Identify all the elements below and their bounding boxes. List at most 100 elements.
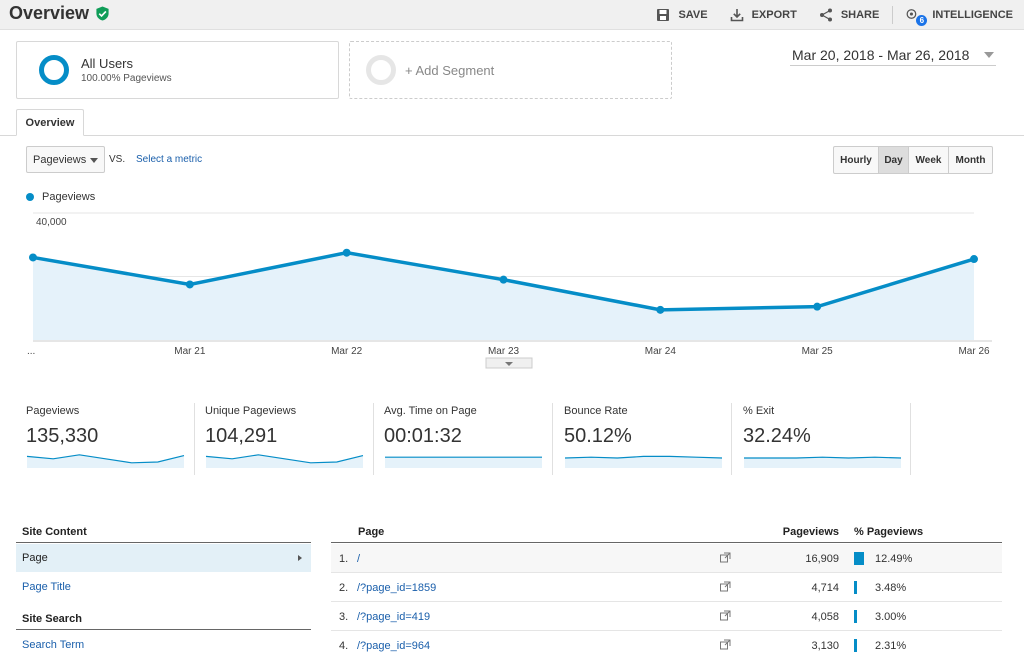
chevron-down-icon: [90, 158, 98, 163]
metric-value: 104,291: [205, 425, 278, 447]
column-header-pct-pageviews[interactable]: % Pageviews: [854, 526, 924, 538]
metric-divider: [194, 403, 195, 475]
sparkline-area: [565, 456, 722, 468]
open-page-icon[interactable]: [720, 581, 731, 595]
data-point[interactable]: [656, 305, 665, 314]
y-tick-label: 40,000: [36, 217, 67, 228]
segment-subtitle: 100.00% Pageviews: [81, 73, 172, 84]
page-title-text: Overview: [9, 3, 90, 23]
site-content-item-label: Page Title: [22, 581, 71, 593]
metric-label: Pageviews: [26, 405, 80, 417]
metric-summary: % Exit 32.24%: [743, 403, 903, 475]
data-point[interactable]: [29, 253, 37, 262]
vs-label: VS.: [109, 154, 126, 165]
site-search-item-search-term[interactable]: Search Term: [16, 631, 311, 654]
metric-sparkline: [26, 454, 185, 468]
data-point[interactable]: [970, 255, 978, 264]
metric-divider: [731, 403, 732, 475]
column-header-pageviews[interactable]: Pageviews: [782, 526, 839, 538]
export-button[interactable]: EXPORT: [719, 0, 808, 30]
metric-divider: [373, 403, 374, 475]
sparkline-line: [744, 456, 902, 459]
granularity-hourly-button[interactable]: Hourly: [834, 147, 879, 173]
row-page-link[interactable]: /?page_id=419: [357, 611, 431, 623]
empty-segment-ring-icon: [366, 55, 396, 85]
metric-label: % Exit: [743, 405, 775, 417]
segment-name: All Users: [81, 56, 134, 71]
export-icon: [730, 9, 743, 22]
granularity-day-button[interactable]: Day: [879, 147, 909, 173]
metric-sparkline: [744, 456, 902, 468]
top-bar: Overview SAVE EXPORT SHARE 6 INTELLIGENC…: [0, 0, 1024, 30]
tab-overview[interactable]: Overview: [16, 109, 84, 136]
open-page-icon[interactable]: [720, 639, 731, 653]
date-range-picker[interactable]: Mar 20, 2018 - Mar 26, 2018: [790, 44, 996, 66]
metric-dropdown[interactable]: Pageviews: [26, 146, 105, 173]
row-pageviews: 4,058: [811, 611, 839, 623]
share-button[interactable]: SHARE: [808, 0, 891, 30]
legend-dot: [26, 193, 34, 201]
save-button[interactable]: SAVE: [645, 0, 718, 30]
metric-divider: [552, 403, 553, 475]
segment-all-users[interactable]: All Users 100.00% Pageviews: [16, 41, 339, 99]
table-row: 1. / 16,909 12.49%: [331, 544, 1002, 573]
row-share-bar: [854, 581, 857, 594]
metric-summary: Avg. Time on Page 00:01:32: [384, 403, 544, 475]
chevron-right-icon: [298, 555, 302, 561]
data-point[interactable]: [185, 280, 194, 289]
open-page-icon[interactable]: [720, 552, 731, 566]
metric-divider: [910, 403, 911, 475]
row-page-link[interactable]: /: [357, 553, 361, 565]
sparkline-area: [27, 454, 184, 468]
metric-summary: Pageviews 135,330: [26, 403, 186, 475]
x-tick-label: Mar 26: [958, 346, 990, 357]
date-range-text: Mar 20, 2018 - Mar 26, 2018: [792, 46, 970, 63]
metric-value: 135,330: [26, 425, 99, 447]
intelligence-button[interactable]: 6 INTELLIGENCE: [895, 0, 1024, 30]
row-page-link[interactable]: /?page_id=1859: [357, 582, 437, 594]
row-pageviews: 3,130: [811, 640, 839, 652]
row-index: 4.: [339, 640, 349, 652]
add-segment-label: + Add Segment: [405, 62, 495, 78]
sparkline-line: [26, 454, 185, 464]
row-page-link[interactable]: /?page_id=964: [357, 640, 431, 652]
metric-summary: Bounce Rate 50.12%: [564, 403, 724, 475]
tab-overview-label: Overview: [25, 116, 75, 129]
metric-sparkline: [564, 455, 723, 468]
granularity-week-button[interactable]: Week: [909, 147, 949, 173]
metric-label: Unique Pageviews: [205, 405, 297, 417]
table-row: 4. /?page_id=964 3,130 2.31%: [331, 631, 1002, 654]
series-area: [33, 252, 974, 340]
save-icon: [657, 9, 670, 21]
granularity-month-button[interactable]: Month: [949, 147, 992, 173]
data-point[interactable]: [813, 302, 822, 311]
metric-summary: Unique Pageviews 104,291: [205, 403, 365, 475]
column-header-page[interactable]: Page: [358, 526, 385, 538]
metric-label: Bounce Rate: [564, 405, 628, 417]
site-content-item-page-title[interactable]: Page Title: [16, 573, 311, 601]
table-row: 3. /?page_id=419 4,058 3.00%: [331, 602, 1002, 631]
chevron-down-icon: [505, 362, 513, 366]
row-index: 1.: [339, 553, 349, 565]
data-point[interactable]: [342, 248, 351, 257]
site-content-item-page[interactable]: Page: [16, 544, 311, 572]
save-label: SAVE: [678, 9, 708, 21]
data-point[interactable]: [499, 275, 508, 284]
sparkline-area: [744, 457, 901, 468]
granularity-label: Week: [915, 154, 942, 166]
sparkline-line: [564, 455, 723, 459]
x-tick-label: Mar 25: [802, 346, 834, 357]
select-metric-link[interactable]: Select a metric: [136, 154, 203, 165]
tab-divider: [0, 135, 1024, 136]
granularity-label: Hourly: [840, 154, 872, 166]
export-label: EXPORT: [751, 9, 797, 21]
add-segment-button[interactable]: + Add Segment: [349, 41, 672, 99]
intelligence-icon: 6: [906, 7, 928, 26]
site-search-heading: Site Search: [16, 608, 311, 630]
table-row: 2. /?page_id=1859 4,714 3.48%: [331, 573, 1002, 602]
chart-legend: Pageviews: [26, 191, 95, 203]
open-page-icon[interactable]: [720, 610, 731, 624]
metric-sparkline: [205, 454, 364, 468]
page-title: Overview: [9, 3, 110, 24]
